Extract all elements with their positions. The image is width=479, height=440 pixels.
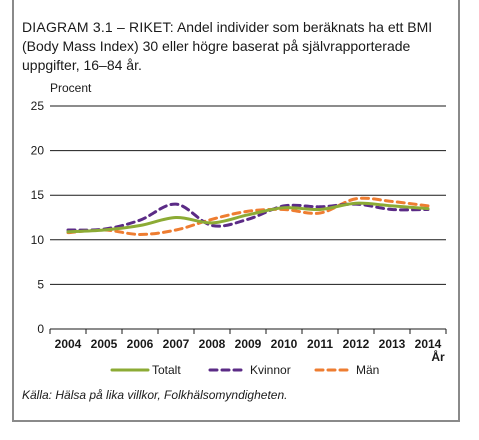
y-tick-label-15: 15 — [31, 188, 45, 202]
frame-right-border — [458, 0, 460, 422]
y-tick-label-10: 10 — [31, 233, 45, 247]
x-tick-label-2006: 2006 — [127, 337, 154, 351]
x-tick-label-2010: 2010 — [271, 337, 298, 351]
x-tick-label-2011: 2011 — [307, 337, 333, 351]
chart-title-text: Andel individer som beräknats ha ett BMI… — [22, 19, 433, 73]
x-axis-label: År — [431, 349, 445, 364]
series-line-kvinnor — [66, 202, 430, 232]
y-tick-label-25: 25 — [31, 99, 45, 113]
frame-left-border — [12, 0, 14, 422]
x-tick-label-2005: 2005 — [91, 337, 118, 351]
source-note: Källa: Hälsa på lika villkor, Folkhälsom… — [22, 388, 288, 402]
frame-bottom-border — [12, 420, 460, 422]
legend-label-m-n: Män — [356, 363, 379, 377]
chart-title: DIAGRAM 3.1 – RIKET: Andel individer som… — [22, 18, 442, 75]
series-line-m-n — [66, 196, 430, 236]
x-tick-label-2013: 2013 — [379, 337, 406, 351]
series-line-totalt — [66, 201, 430, 234]
y-tick-label-0: 0 — [37, 322, 44, 336]
legend-label-kvinnor: Kvinnor — [250, 363, 291, 377]
legend-label-totalt: Totalt — [152, 363, 181, 377]
x-tick-label-2012: 2012 — [343, 337, 370, 351]
x-tick-label-2008: 2008 — [199, 337, 226, 351]
x-tick-label-2009: 2009 — [235, 337, 262, 351]
chart-title-lead: DIAGRAM 3.1 – RIKET: — [22, 19, 174, 35]
x-tick-label-2004: 2004 — [55, 337, 82, 351]
x-tick-label-2007: 2007 — [163, 337, 190, 351]
y-tick-label-5: 5 — [37, 277, 44, 291]
x-tick-label-2014: 2014 — [415, 337, 442, 351]
y-tick-label-20: 20 — [31, 144, 45, 158]
y-axis-label: Procent — [50, 81, 92, 95]
